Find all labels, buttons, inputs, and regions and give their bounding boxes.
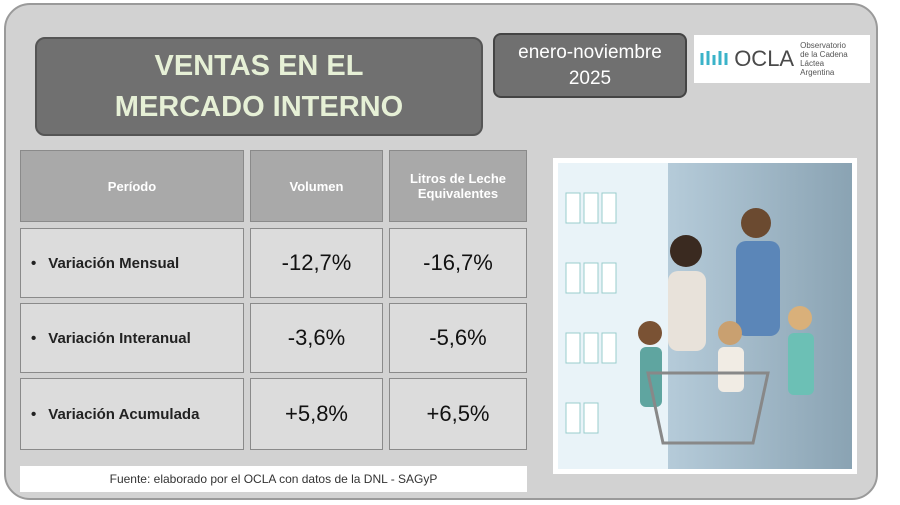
logo-line: de la Cadena Láctea xyxy=(800,49,848,68)
period-box: enero-noviembre 2025 xyxy=(493,33,687,98)
row-label: • Variación Acumulada xyxy=(20,378,244,450)
logo-name: OCLA xyxy=(734,46,795,71)
photo xyxy=(553,158,857,474)
title-box: VENTAS EN EL MERCADO INTERNO xyxy=(35,37,483,136)
row-label-text: Variación Acumulada xyxy=(48,405,200,423)
period-line: 2025 xyxy=(568,67,612,89)
value-cell-text: -16,7% xyxy=(423,250,493,275)
value-cell-text: +5,8% xyxy=(285,401,348,426)
header-cell: Volumen xyxy=(250,150,383,222)
logo-line: Argentina xyxy=(800,68,835,78)
value-cell: +6,5% xyxy=(389,378,527,450)
header-cell-text: Período xyxy=(107,178,157,194)
period-line: enero-noviembre xyxy=(518,41,662,63)
value-cell: -12,7% xyxy=(250,228,383,298)
value-cell: -16,7% xyxy=(389,228,527,298)
header-cell-text: Volumen xyxy=(289,178,344,194)
header-cell: Período xyxy=(20,150,244,222)
logo-icon xyxy=(700,51,728,65)
source: Fuente: elaborado por el OCLA con datos … xyxy=(20,466,527,492)
value-cell-text: -12,7% xyxy=(281,250,352,275)
row-label: • Variación Mensual xyxy=(20,228,244,298)
row-label-text: Variación Interanual xyxy=(48,329,191,347)
value-cell: -5,6% xyxy=(389,303,527,373)
row-label-text: Variación Mensual xyxy=(48,254,180,272)
value-cell-text: -3,6% xyxy=(287,325,346,350)
title: VENTAS EN EL MERCADO INTERNO xyxy=(114,49,404,123)
bullet: • xyxy=(31,254,37,272)
header-cell-text: Litros de Leche Equivalentes xyxy=(409,171,507,201)
logo-subtitle: Observatorio de la Cadena Láctea Argenti… xyxy=(800,41,870,78)
value-cell: +5,8% xyxy=(250,378,383,450)
value-cell-text: -5,6% xyxy=(429,325,487,350)
logo-line: Observatorio xyxy=(800,40,846,50)
value-cell-text: +6,5% xyxy=(426,401,490,426)
row-label: • Variación Interanual xyxy=(20,303,244,373)
bullet: • xyxy=(31,329,37,347)
logo: OCLA Observatorio de la Cadena Láctea Ar… xyxy=(694,35,870,83)
bullet: • xyxy=(31,405,37,423)
value-cell: -3,6% xyxy=(250,303,383,373)
photo-illustration xyxy=(558,163,852,469)
header-cell: Litros de Leche Equivalentes xyxy=(389,150,527,222)
